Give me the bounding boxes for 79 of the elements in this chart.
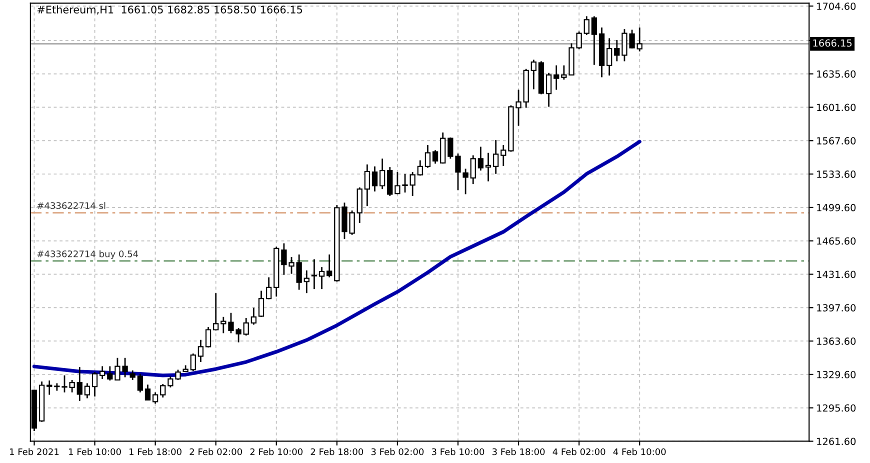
candlestick [455, 152, 461, 191]
candlestick [213, 292, 219, 332]
candlestick [326, 254, 332, 278]
y-tick-label: 1601.60 [817, 104, 856, 112]
y-tick-label: 1533.60 [817, 170, 856, 178]
ref-line-label: #433622714 buy 0.54 [37, 250, 138, 260]
x-tick-label: 1 Feb 18:00 [130, 448, 182, 456]
y-tick-label: 1261.60 [817, 438, 856, 446]
candlestick [379, 158, 386, 190]
y-tick-label: 1397.60 [817, 304, 856, 312]
candlestick [160, 383, 166, 398]
candlestick [364, 164, 370, 207]
x-tick-label: 2 Feb 10:00 [250, 448, 303, 456]
ref-line-label: #433622714 sl [37, 202, 106, 210]
candlestick [318, 266, 325, 290]
y-tick-label: 1295.60 [817, 404, 856, 412]
candlestick [137, 373, 143, 394]
candlestick [100, 366, 106, 380]
candlestick [584, 16, 590, 36]
x-tick-label: 2 Feb 02:00 [190, 448, 242, 456]
ref-line-label: 1666.15 [813, 39, 852, 47]
candlestick [92, 371, 98, 398]
x-tick-label: 4 Feb 10:00 [613, 448, 666, 456]
candlestick [243, 317, 249, 336]
candlestick [258, 290, 264, 318]
candlestick [417, 160, 423, 176]
candlestick [250, 307, 257, 326]
candlestick [130, 370, 136, 381]
candlestick [424, 144, 431, 168]
candlestick [485, 152, 492, 182]
candlestick [190, 352, 196, 372]
candlestick [46, 380, 52, 396]
candlestick [462, 168, 468, 195]
candlestick [530, 59, 536, 90]
y-tick-label: 1635.60 [817, 70, 856, 78]
candlestick [372, 166, 378, 192]
candlestick [152, 392, 158, 404]
candlestick [144, 384, 151, 401]
candlestick [356, 186, 362, 224]
candlestick [266, 276, 272, 300]
candlestick [554, 64, 560, 90]
x-tick-label: 3 Feb 18:00 [492, 448, 545, 456]
y-tick-label: 1329.60 [817, 370, 856, 378]
candlestick [470, 154, 476, 185]
line-series [32, 140, 642, 378]
candlestick [198, 339, 204, 363]
y-tick-label: 1567.60 [817, 137, 856, 144]
candlestick [304, 270, 310, 294]
y-tick-label: 1499.60 [817, 204, 856, 212]
candlestick [500, 144, 506, 167]
candlestick [296, 254, 302, 290]
candlestick [606, 38, 612, 76]
candlestick [205, 326, 212, 348]
candlestick [546, 72, 552, 108]
x-tick-label: 1 Feb 2021 [10, 448, 59, 456]
candlestick [636, 26, 642, 52]
candlestick [410, 171, 416, 197]
candlestick [387, 166, 393, 197]
candlestick [591, 16, 598, 66]
x-tick-label: 3 Feb 02:00 [371, 448, 424, 456]
chart-title: #Ethereum,H1 1661.05 1682.85 1658.50 1666.15 [37, 5, 302, 15]
y-tick-label: 1465.60 [817, 237, 856, 245]
candlestick [107, 366, 113, 382]
x-tick-label: 3 Feb 10:00 [432, 448, 484, 456]
candlestick [84, 382, 90, 399]
y-tick-label: 1431.60 [817, 270, 856, 278]
y-tick-label: 1363.60 [817, 338, 856, 345]
candlestick [493, 139, 499, 175]
candlestick [311, 258, 318, 290]
candlestick [432, 149, 438, 164]
candlestick [448, 136, 454, 160]
x-tick-label: 2 Feb 18:00 [310, 448, 364, 456]
x-tick-label: 1 Feb 10:00 [69, 448, 121, 456]
y-tick-label: 1704.60 [817, 2, 856, 10]
candlestick [614, 39, 620, 62]
candlestick [220, 316, 226, 334]
candlestick [76, 366, 82, 402]
candlestick [478, 146, 484, 172]
x-tick-label: 4 Feb 02:00 [552, 448, 606, 456]
